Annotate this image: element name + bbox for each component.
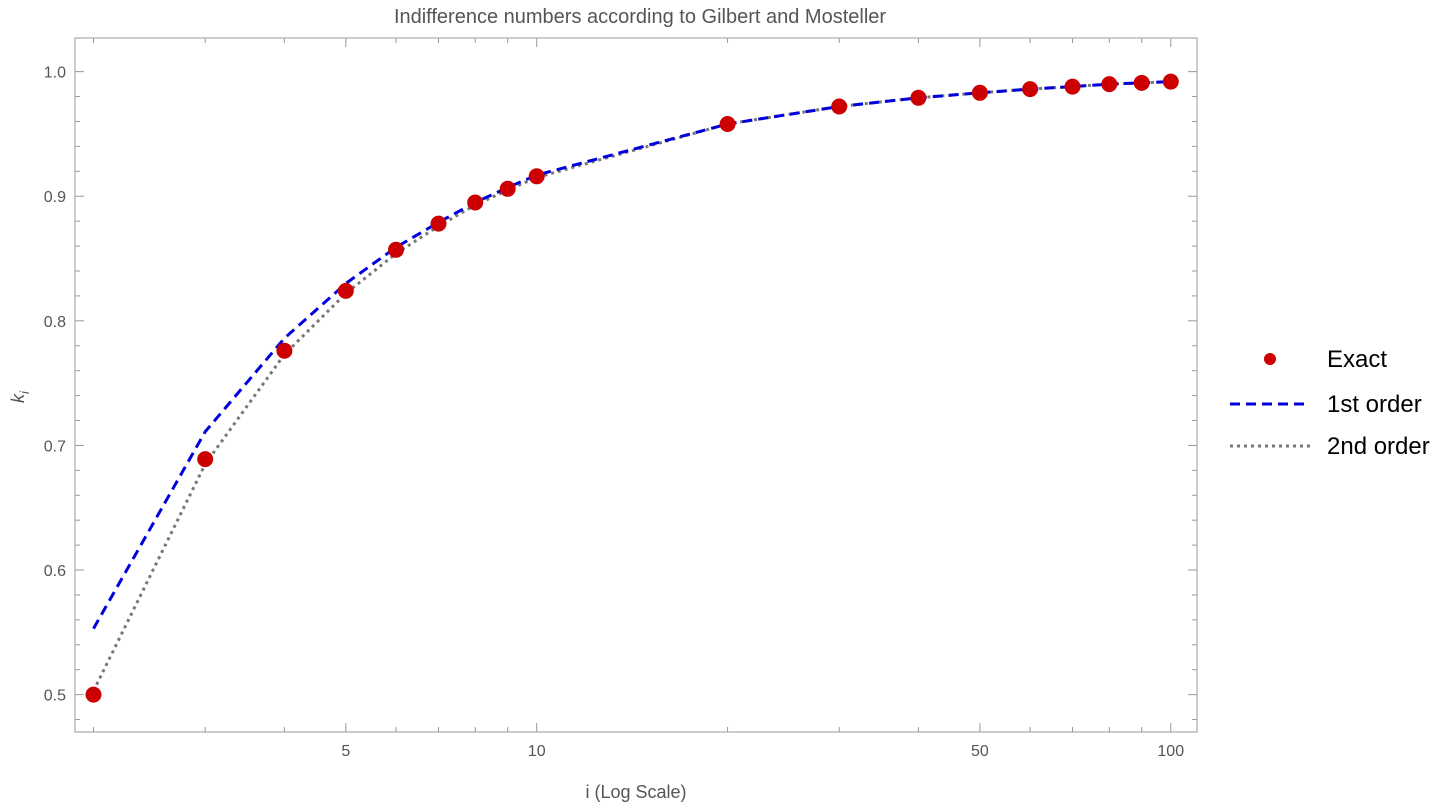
y-tick-label: 0.8: [44, 314, 66, 331]
y-axis-label-main: k: [8, 393, 28, 403]
tick-labels: 0.5 0.6 0.7 0.8 0.9 1.0 5 10 50 100: [44, 65, 1184, 760]
chart-title: Indifference numbers according to Gilber…: [394, 6, 886, 28]
exact-point: [1101, 76, 1118, 93]
series-line-2nd-order: [92, 80, 1171, 692]
y-tick-label: 0.9: [44, 189, 66, 206]
series-layer: [85, 73, 1179, 703]
exact-point: [499, 180, 516, 197]
x-tick-label: 10: [528, 743, 546, 760]
plot-frame: [74, 37, 1198, 733]
exact-point: [467, 194, 484, 211]
y-tick-label: 0.7: [44, 438, 66, 455]
y-axis-label-subscript: i: [17, 390, 32, 394]
legend: Exact 1st order 2nd order: [1230, 346, 1430, 460]
y-tick-label: 1.0: [44, 65, 66, 82]
exact-point: [85, 686, 102, 703]
exact-point: [528, 168, 545, 185]
x-axis-label: i (Log Scale): [585, 782, 686, 802]
x-tick-label: 100: [1157, 743, 1184, 760]
exact-point: [1064, 78, 1081, 95]
legend-label: 2nd order: [1327, 433, 1430, 460]
exact-point: [388, 241, 404, 258]
exact-point: [719, 116, 736, 132]
exact-point: [971, 84, 988, 101]
legend-label: Exact: [1327, 346, 1387, 373]
exact-point: [1133, 74, 1150, 91]
y-axis-label: ki: [8, 390, 32, 403]
exact-point: [430, 215, 447, 232]
tick-marks: [75, 38, 1197, 732]
exact-point: [276, 342, 293, 359]
x-tick-label: 50: [971, 743, 989, 760]
y-tick-label: 0.5: [44, 688, 66, 705]
exact-point: [337, 282, 354, 299]
exact-point: [1162, 73, 1179, 90]
legend-marker-exact: [1264, 353, 1276, 365]
exact-point: [831, 98, 848, 115]
y-tick-label: 0.6: [44, 563, 66, 580]
series-line-1st-order: [92, 80, 1171, 630]
exact-point: [910, 89, 927, 106]
x-tick-label: 5: [341, 743, 350, 760]
exact-point: [1022, 81, 1039, 98]
legend-label: 1st order: [1327, 391, 1422, 418]
exact-point: [197, 451, 214, 468]
